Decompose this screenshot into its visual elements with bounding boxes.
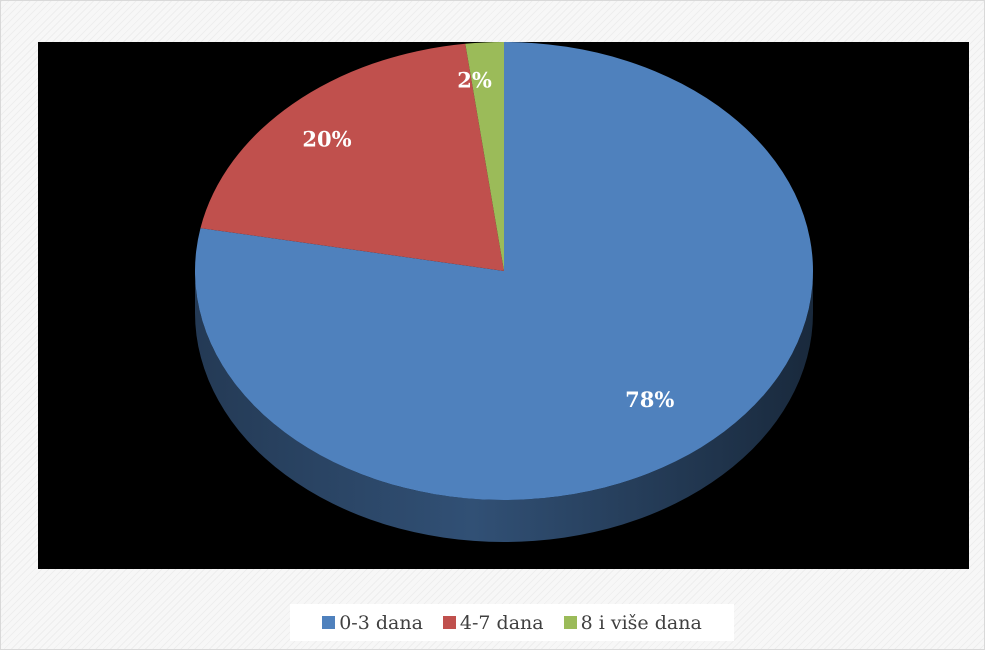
legend-item-4-7-dana: 4-7 dana [442,611,544,634]
legend-swatch-0-3-dana [322,616,336,629]
legend-label-0-3-dana: 0-3 dana [339,611,423,634]
plot-area: 78% 20% 2% [38,42,969,569]
data-label-4-7-dana: 20% [302,126,351,151]
legend-label-8-i-vise-dana: 8 i više dana [580,611,702,634]
pie-slice-4-7-dana [200,43,504,272]
legend-item-0-3-dana: 0-3 dana [322,612,423,634]
data-label-8-i-vise-dana: 2% [457,68,492,93]
pie-chart: 78% 20% 2% [195,42,813,542]
pie-slice-8-i-vise-dana [465,42,504,271]
legend-swatch-8-i-vise-dana [563,616,577,629]
legend-label-4-7-dana: 4-7 dana [459,611,544,634]
legend-swatch-4-7-dana [442,616,456,629]
legend-item-8-i-vise-dana: 8 i više dana [563,611,702,634]
pie-side-0-3-dana [195,271,813,542]
legend: 0-3 dana 4-7 dana 8 i više dana [290,604,734,641]
data-label-0-3-dana: 78% [625,387,674,412]
